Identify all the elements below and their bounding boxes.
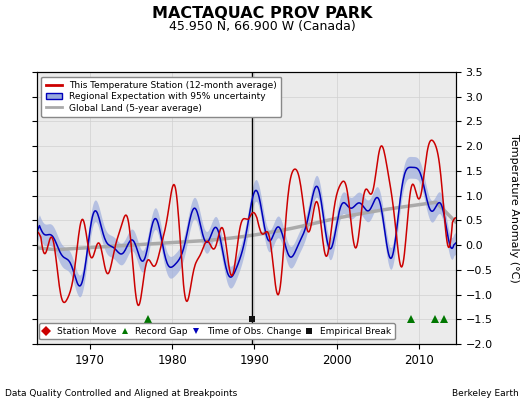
Y-axis label: Temperature Anomaly (°C): Temperature Anomaly (°C) — [509, 134, 519, 282]
Legend: Station Move, Record Gap, Time of Obs. Change, Empirical Break: Station Move, Record Gap, Time of Obs. C… — [39, 323, 395, 340]
Text: Berkeley Earth: Berkeley Earth — [452, 389, 519, 398]
Text: Data Quality Controlled and Aligned at Breakpoints: Data Quality Controlled and Aligned at B… — [5, 389, 237, 398]
Text: MACTAQUAC PROV PARK: MACTAQUAC PROV PARK — [152, 6, 372, 21]
Text: 45.950 N, 66.900 W (Canada): 45.950 N, 66.900 W (Canada) — [169, 20, 355, 33]
